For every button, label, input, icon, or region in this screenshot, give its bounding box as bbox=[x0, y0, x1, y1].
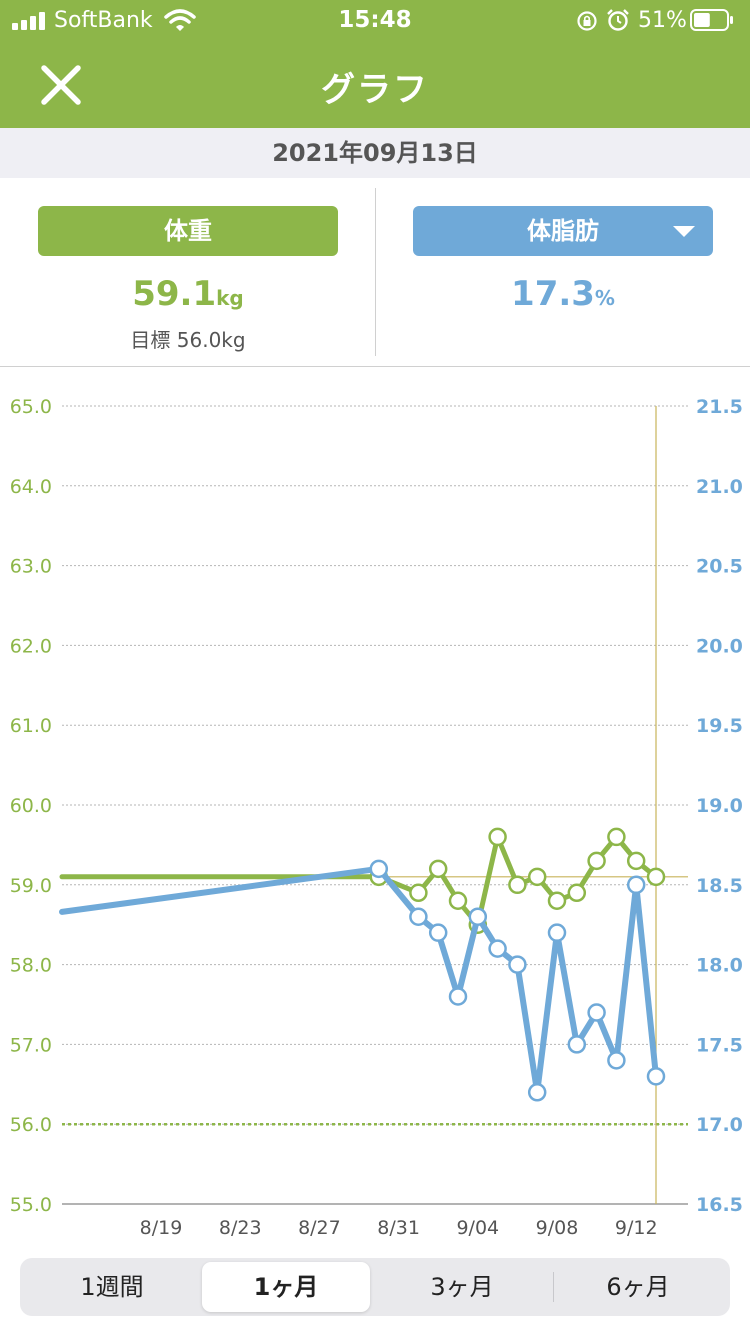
segment-separator bbox=[553, 1272, 554, 1302]
body-fat-point bbox=[448, 987, 468, 1006]
y-left-tick-label: 65.0 bbox=[10, 396, 52, 418]
y-right-tick-label: 18.0 bbox=[696, 955, 743, 977]
x-tick-label: 9/08 bbox=[536, 1217, 579, 1239]
weight-point bbox=[646, 867, 666, 887]
y-right-tick-label: 21.0 bbox=[696, 476, 743, 498]
y-left-tick-label: 63.0 bbox=[10, 556, 52, 578]
x-tick-label: 9/12 bbox=[615, 1217, 658, 1239]
body-fat-point bbox=[567, 1035, 587, 1054]
chevron-down-icon bbox=[673, 226, 695, 237]
weight-point bbox=[428, 859, 448, 879]
body-fat-point bbox=[508, 955, 527, 974]
status-bar: SoftBank 15:48 51% bbox=[0, 0, 750, 42]
weight-point bbox=[488, 827, 507, 847]
rotation-lock-icon bbox=[577, 11, 597, 31]
weight-point bbox=[607, 827, 626, 847]
body-fat-point bbox=[428, 923, 448, 942]
y-left-tick-label: 62.0 bbox=[10, 635, 52, 657]
x-tick-label: 8/19 bbox=[140, 1217, 183, 1239]
y-right-tick-label: 18.5 bbox=[696, 875, 743, 897]
y-left-tick-label: 64.0 bbox=[10, 476, 52, 498]
battery-percent: 51% bbox=[638, 8, 687, 33]
y-left-tick-label: 61.0 bbox=[10, 715, 52, 737]
summary-panel: 体重 59.1kg 目標 56.0kg 体脂肪 17.3% bbox=[0, 178, 750, 367]
nav-bar: SoftBank 15:48 51% グラフ bbox=[0, 0, 750, 128]
weight-unit: kg bbox=[216, 286, 244, 310]
y-right-tick-label: 19.0 bbox=[696, 795, 743, 817]
segment-6-months[interactable]: 6ヶ月 bbox=[606, 1273, 670, 1301]
y-left-tick-label: 59.0 bbox=[10, 875, 52, 897]
body-fat-value: 17.3% bbox=[413, 274, 713, 314]
weight-point bbox=[547, 891, 567, 911]
y-right-tick-label: 20.0 bbox=[696, 635, 743, 657]
x-tick-label: 8/23 bbox=[219, 1217, 262, 1239]
weight-point bbox=[626, 851, 646, 871]
close-icon[interactable] bbox=[36, 60, 86, 110]
body-fat-point bbox=[409, 907, 428, 926]
body-fat-point bbox=[587, 1003, 606, 1022]
weight-point bbox=[409, 883, 428, 903]
body-fat-point bbox=[607, 1051, 626, 1070]
y-left-tick-label: 57.0 bbox=[10, 1034, 52, 1056]
y-right-tick-label: 17.5 bbox=[696, 1034, 743, 1056]
x-tick-label: 8/31 bbox=[377, 1217, 420, 1239]
date-label: 2021年09月13日 bbox=[0, 128, 750, 178]
body-fat-point bbox=[468, 907, 488, 926]
weight-point bbox=[567, 883, 587, 903]
weight-point bbox=[448, 891, 468, 911]
weight-point bbox=[527, 867, 547, 887]
body-fat-number: 17.3 bbox=[511, 274, 595, 314]
body-fat-point bbox=[547, 923, 567, 942]
body-fat-point bbox=[626, 875, 646, 895]
body-fat-point bbox=[527, 1083, 547, 1102]
body-fat-dropdown-button[interactable]: 体脂肪 bbox=[413, 206, 713, 256]
weight-value: 59.1kg bbox=[38, 274, 338, 314]
goal-weight-label: 目標 56.0kg bbox=[130, 328, 246, 352]
carrier-label: SoftBank bbox=[54, 8, 153, 33]
weight-point bbox=[508, 875, 527, 895]
y-right-tick-label: 17.0 bbox=[696, 1114, 743, 1136]
body-fat-unit: % bbox=[594, 286, 615, 310]
weight-point bbox=[587, 851, 606, 871]
y-left-tick-label: 58.0 bbox=[10, 955, 52, 977]
segment-1-week[interactable]: 1週間 bbox=[80, 1273, 144, 1301]
y-right-tick-label: 21.5 bbox=[696, 396, 743, 418]
y-right-tick-label: 16.5 bbox=[696, 1194, 743, 1216]
period-segmented-control: 1週間 1ヶ月 3ヶ月 6ヶ月 bbox=[20, 1258, 730, 1316]
y-right-tick-label: 19.5 bbox=[696, 715, 743, 737]
segment-1-month[interactable]: 1ヶ月 bbox=[202, 1262, 370, 1312]
weight-series-line bbox=[59, 834, 659, 928]
page-title: グラフ bbox=[321, 70, 429, 110]
x-tick-label: 9/04 bbox=[456, 1217, 499, 1239]
divider bbox=[375, 188, 376, 356]
weight-tab-button[interactable]: 体重 bbox=[38, 206, 338, 256]
segment-3-months[interactable]: 3ヶ月 bbox=[430, 1273, 494, 1301]
body-fat-point bbox=[369, 859, 389, 879]
wifi-icon bbox=[164, 9, 196, 31]
weight-number: 59.1 bbox=[132, 274, 217, 314]
chart-area[interactable]: 65.0 21.5 64.0 21.0 63.0 20.5 62.0 20.0 61.0 19.5… bbox=[0, 366, 750, 1256]
battery-icon bbox=[690, 9, 733, 31]
body-fat-label: 体脂肪 bbox=[527, 217, 599, 245]
body-fat-point bbox=[488, 939, 507, 958]
body-fat-series-line bbox=[59, 865, 659, 1096]
signal-icon bbox=[12, 12, 48, 30]
y-left-tick-label: 60.0 bbox=[10, 795, 52, 817]
body-fat-point bbox=[646, 1067, 666, 1086]
x-tick-label: 8/27 bbox=[298, 1217, 341, 1239]
weight-fat-chart[interactable]: 65.0 21.5 64.0 21.0 63.0 20.5 62.0 20.0 61.0 19.5… bbox=[0, 366, 750, 1256]
alarm-icon bbox=[607, 9, 629, 31]
y-left-tick-label: 56.0 bbox=[10, 1114, 52, 1136]
status-time: 15:48 bbox=[338, 7, 412, 33]
y-right-tick-label: 20.5 bbox=[696, 556, 743, 578]
y-left-tick-label: 55.0 bbox=[10, 1194, 52, 1216]
